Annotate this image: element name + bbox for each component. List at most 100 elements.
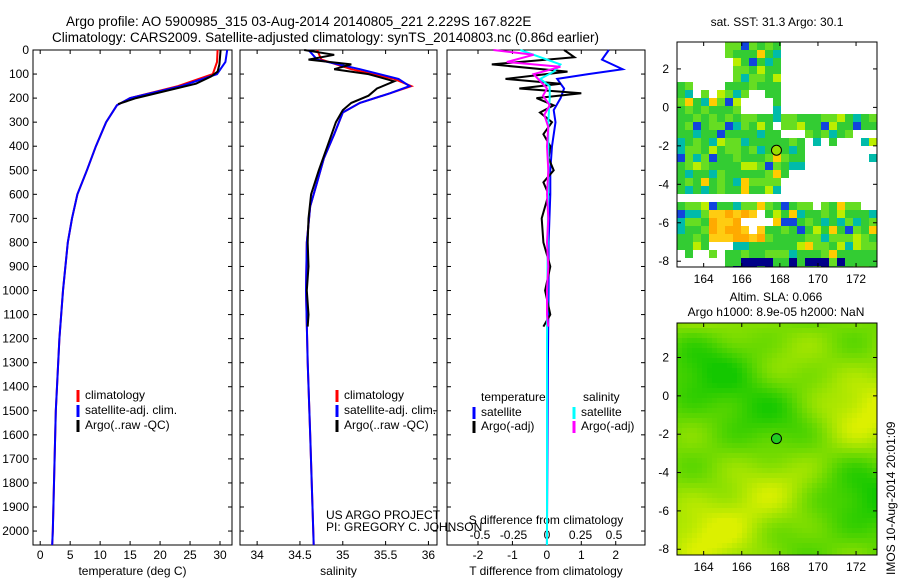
map-cell <box>832 488 837 493</box>
map-cell <box>772 548 777 553</box>
map-cell <box>827 453 832 458</box>
map-cell <box>707 343 712 348</box>
map-cell <box>842 518 847 523</box>
map-cell <box>787 428 792 433</box>
map-cell <box>822 363 827 368</box>
map-cell <box>789 114 797 122</box>
map-cell <box>725 170 733 178</box>
map-cell <box>817 348 822 353</box>
map-cell <box>707 383 712 388</box>
map-cell <box>747 343 752 348</box>
y-tick-label: 0 <box>662 389 669 403</box>
map-cell <box>757 528 762 533</box>
map-cell <box>752 503 757 508</box>
map-cell <box>712 483 717 488</box>
map-cell <box>767 458 772 463</box>
map-cell <box>862 358 867 363</box>
map-cell <box>685 186 693 194</box>
map-cell <box>772 503 777 508</box>
map-cell <box>682 478 687 483</box>
map-cell <box>822 483 827 488</box>
map-cell <box>732 508 737 513</box>
map-cell <box>842 553 847 555</box>
map-cell <box>802 498 807 503</box>
map-cell <box>862 473 867 478</box>
map-cell <box>712 473 717 478</box>
map-cell <box>787 413 792 418</box>
map-cell <box>837 393 842 398</box>
map-cell <box>807 473 812 478</box>
map-cell <box>792 338 797 343</box>
map-cell <box>782 553 787 555</box>
map-cell <box>872 548 877 553</box>
map-cell <box>682 468 687 473</box>
map-cell <box>862 498 867 503</box>
y-tick-label: 1400 <box>2 380 29 394</box>
map-cell <box>762 453 767 458</box>
map-cell <box>732 393 737 398</box>
map-cell <box>802 368 807 373</box>
map-cell <box>752 443 757 448</box>
map-cell <box>687 553 692 555</box>
map-cell <box>757 483 762 488</box>
map-cell <box>797 398 802 403</box>
map-cell <box>742 348 747 353</box>
map-cell <box>817 448 822 453</box>
map-cell <box>847 413 852 418</box>
map-cell <box>867 543 872 548</box>
map-cell <box>861 122 869 130</box>
map-cell <box>869 122 877 130</box>
map-cell <box>765 202 773 210</box>
map-cell <box>712 528 717 533</box>
map-cell <box>687 343 692 348</box>
map-cell <box>762 383 767 388</box>
map-cell <box>827 548 832 553</box>
map-cell <box>749 186 757 194</box>
map-cell <box>737 333 742 338</box>
map-cell <box>857 398 862 403</box>
map-cell <box>832 498 837 503</box>
map-cell <box>797 358 802 363</box>
map-cell <box>707 348 712 353</box>
map-cell <box>737 358 742 363</box>
map-cell <box>772 523 777 528</box>
map-cell <box>757 433 762 438</box>
map-cell <box>872 398 877 403</box>
map-cell <box>737 458 742 463</box>
map-cell <box>872 523 877 528</box>
map-cell <box>852 553 857 555</box>
map-cell <box>697 368 702 373</box>
map-cell <box>697 338 702 343</box>
map-cell <box>867 333 872 338</box>
map-cell <box>677 408 682 413</box>
map-cell <box>872 533 877 538</box>
map-cell <box>752 378 757 383</box>
map-cell <box>677 358 682 363</box>
map-cell <box>777 398 782 403</box>
map-cell <box>697 503 702 508</box>
map-cell <box>852 343 857 348</box>
map-cell <box>822 508 827 513</box>
map-cell <box>707 443 712 448</box>
map-cell <box>767 553 772 555</box>
map-cell <box>717 418 722 423</box>
map-cell <box>812 383 817 388</box>
map-cell <box>687 483 692 488</box>
map-cell <box>857 468 862 473</box>
map-cell <box>832 473 837 478</box>
map-cell <box>692 428 697 433</box>
map-cell <box>872 378 877 383</box>
map-cell <box>777 343 782 348</box>
y-tick-label: 0 <box>22 43 29 57</box>
map-cell <box>847 418 852 423</box>
map-cell <box>693 202 701 210</box>
map-cell <box>677 538 682 543</box>
map-cell <box>837 513 842 518</box>
map-cell <box>767 368 772 373</box>
map-cell <box>797 378 802 383</box>
map-cell <box>822 353 827 358</box>
map-cell <box>797 122 805 130</box>
map-cell <box>722 508 727 513</box>
map-cell <box>727 378 732 383</box>
map-cell <box>845 130 853 138</box>
